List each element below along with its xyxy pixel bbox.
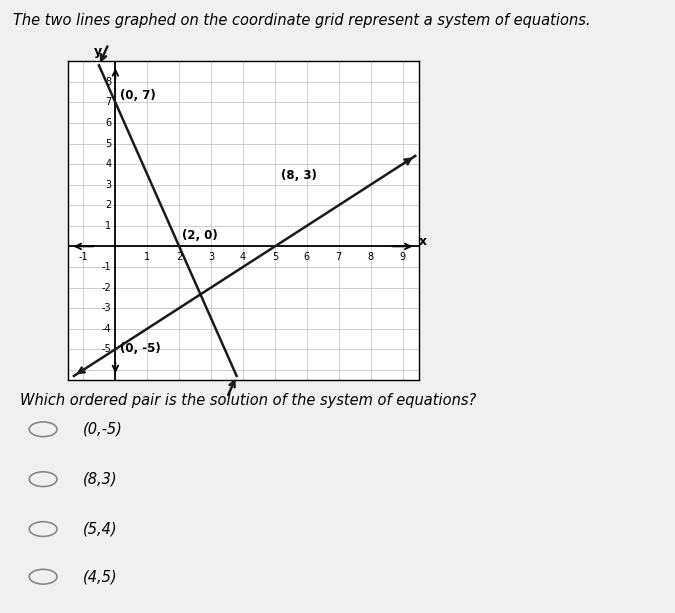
Text: The two lines graphed on the coordinate grid represent a system of equations.: The two lines graphed on the coordinate …	[14, 13, 591, 28]
Text: -5: -5	[102, 345, 111, 354]
Text: 5: 5	[105, 139, 111, 148]
Text: -1: -1	[102, 262, 111, 272]
Text: -2: -2	[102, 283, 111, 292]
Text: 2: 2	[176, 251, 182, 262]
Text: (2, 0): (2, 0)	[182, 229, 218, 242]
Text: (0, 7): (0, 7)	[120, 89, 156, 102]
Text: (5,4): (5,4)	[83, 522, 117, 536]
Text: (0,-5): (0,-5)	[83, 422, 123, 437]
Text: 3: 3	[105, 180, 111, 189]
Text: Which ordered pair is the solution of the system of equations?: Which ordered pair is the solution of th…	[20, 393, 477, 408]
Text: -4: -4	[102, 324, 111, 333]
Text: 4: 4	[240, 251, 246, 262]
Text: y: y	[94, 45, 102, 58]
Text: (4,5): (4,5)	[83, 569, 117, 584]
Text: 1: 1	[144, 251, 151, 262]
Text: 6: 6	[105, 118, 111, 128]
Text: (8,3): (8,3)	[83, 471, 117, 487]
Text: -3: -3	[102, 303, 111, 313]
Text: -1: -1	[79, 251, 88, 262]
Text: 1: 1	[105, 221, 111, 231]
Text: 8: 8	[368, 251, 374, 262]
Text: 9: 9	[400, 251, 406, 262]
Text: 2: 2	[105, 200, 111, 210]
Text: 3: 3	[208, 251, 214, 262]
Text: (8, 3): (8, 3)	[281, 169, 317, 181]
Text: (0, -5): (0, -5)	[120, 342, 161, 356]
Text: x: x	[418, 235, 427, 248]
Text: 8: 8	[105, 77, 111, 87]
Text: 6: 6	[304, 251, 310, 262]
Text: 7: 7	[335, 251, 342, 262]
Text: 7: 7	[105, 97, 111, 107]
Text: 5: 5	[272, 251, 278, 262]
Text: 4: 4	[105, 159, 111, 169]
